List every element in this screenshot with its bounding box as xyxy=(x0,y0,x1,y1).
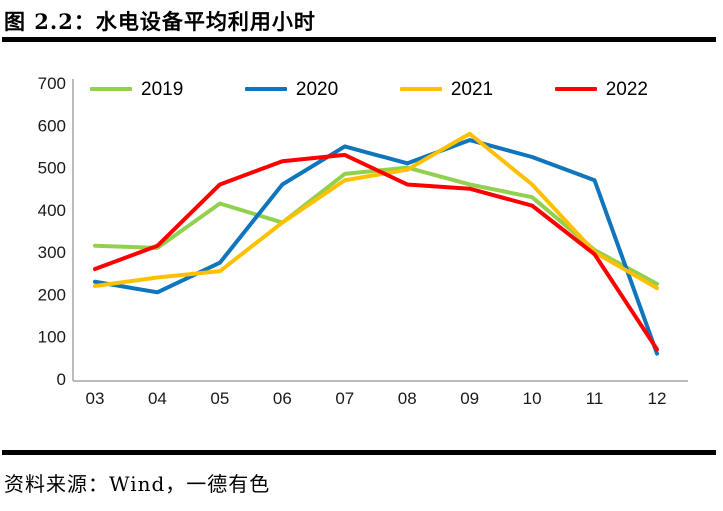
legend-label: 2022 xyxy=(605,78,648,100)
legend-label: 2020 xyxy=(295,78,339,100)
legend-swatch-2022 xyxy=(554,87,597,91)
x-tick-label: 05 xyxy=(210,389,229,408)
x-tick-label: 07 xyxy=(335,389,354,408)
y-tick-label: 100 xyxy=(38,328,66,347)
series-line-2022 xyxy=(93,152,659,352)
legend-item-2022: 2022 xyxy=(554,78,648,100)
x-tick-label: 09 xyxy=(460,389,479,408)
x-tick-label: 10 xyxy=(523,389,542,408)
legend-item-2020: 2020 xyxy=(244,78,339,100)
y-tick-label: 300 xyxy=(38,243,66,262)
y-tick-label: 600 xyxy=(38,116,66,135)
y-tick-label: 0 xyxy=(57,370,66,389)
series-line-2020 xyxy=(93,138,659,356)
x-tick-label: 06 xyxy=(273,389,292,408)
x-tick-label: 11 xyxy=(586,389,604,408)
legend-label: 2021 xyxy=(450,78,494,100)
legend-swatch-2019 xyxy=(90,87,132,91)
footer-divider xyxy=(2,450,716,455)
x-tick-label: 03 xyxy=(86,389,105,408)
y-tick-label: 200 xyxy=(38,285,66,304)
legend-swatch-2020 xyxy=(244,87,287,91)
line-chart: 0 100 200 300 400 500 600 700 03 04 05 06 07 08 09 10 11… xyxy=(38,74,688,408)
x-tick-label: 04 xyxy=(148,389,167,408)
title-divider xyxy=(2,37,716,42)
y-tick-label: 400 xyxy=(38,201,66,220)
x-tick-label: 08 xyxy=(398,389,417,408)
legend-item-2019: 2019 xyxy=(90,80,183,99)
chart-area: 0 100 200 300 400 500 600 700 03 04 05 06 07 08 09 10 11… xyxy=(38,74,688,408)
legend-label: 2019 xyxy=(141,78,184,100)
legend-item-2021: 2021 xyxy=(399,78,494,100)
chart-legend: 2019 2020 2021 2022 xyxy=(90,78,648,100)
y-tick-label: 700 xyxy=(38,74,66,93)
series-line-2021 xyxy=(93,131,659,291)
legend-swatch-2021 xyxy=(399,87,442,91)
figure-title: 图 2.2：水电设备平均利用小时 xyxy=(4,9,316,34)
source-note: 资料来源：Wind，一德有色 xyxy=(4,472,271,496)
y-tick-label: 500 xyxy=(38,159,66,178)
x-tick-label: 12 xyxy=(648,389,667,408)
